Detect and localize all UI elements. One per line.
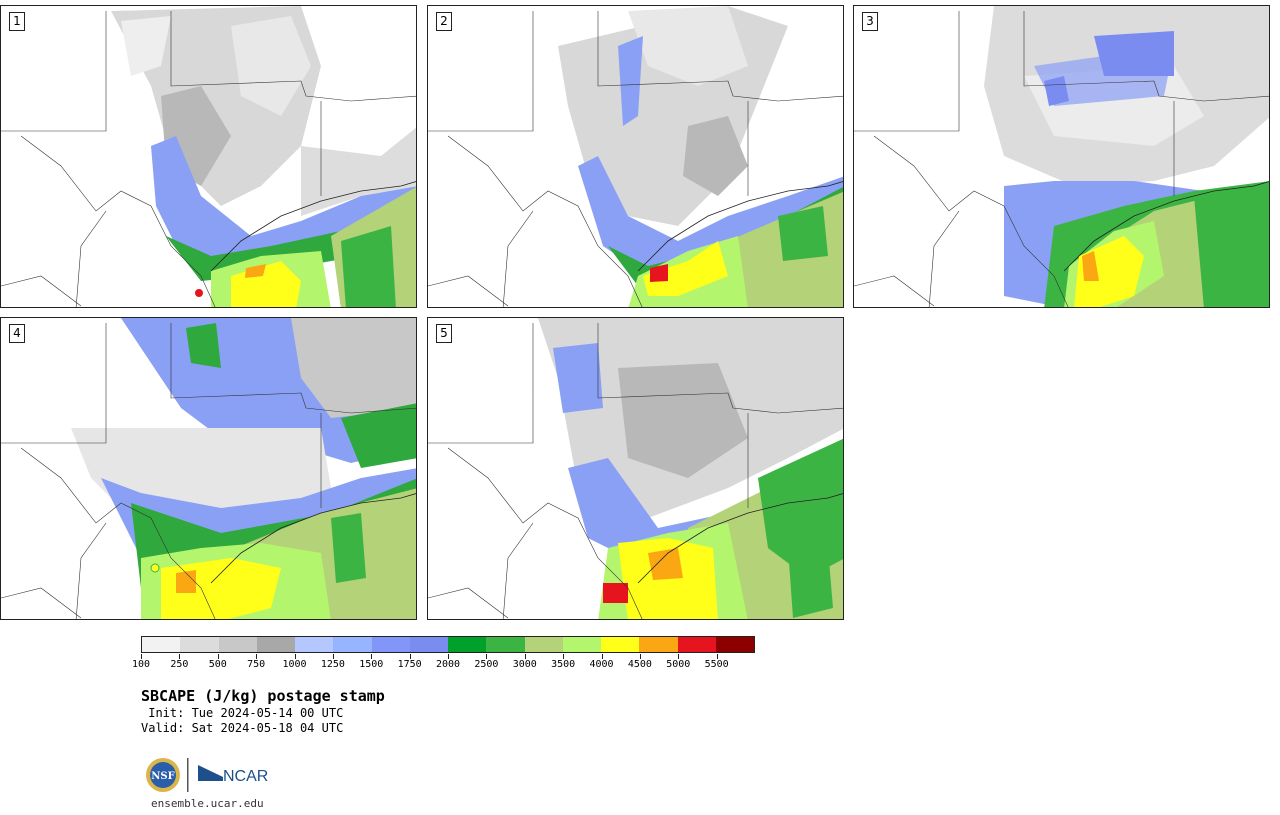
colorbar-tick-label: 5000 [666, 659, 691, 670]
colorbar-swatch [218, 637, 257, 652]
page-title: SBCAPE (J/kg) postage stamp [141, 687, 385, 705]
member-number: 4 [9, 324, 25, 343]
colorbar-tick-label: 5500 [704, 659, 729, 670]
stamp-panel-2[interactable]: 2 [427, 5, 844, 308]
colorbar-swatch [448, 637, 487, 652]
colorbar-swatch [715, 637, 754, 652]
colorbar-swatch [256, 637, 295, 652]
colorbar-swatch [639, 637, 678, 652]
colorbar-tick [486, 654, 488, 659]
colorbar-tick [141, 654, 142, 659]
colorbar-swatch [601, 637, 640, 652]
colorbar-tick-label: 2000 [435, 659, 461, 670]
stamp-panel-4[interactable]: 4 [0, 317, 417, 620]
member-number: 5 [436, 324, 452, 343]
colorbar-tick-label: 1750 [397, 659, 422, 670]
colorbar-swatch [677, 637, 716, 652]
colorbar-tick-label: 2500 [474, 659, 499, 670]
cape-map-member-5 [428, 318, 843, 619]
stamp-panel-5[interactable]: 5 [427, 317, 844, 620]
colorbar-tick [371, 654, 373, 659]
sponsor-logos: NSF NCAR [146, 758, 268, 792]
colorbar-tick-label: 750 [247, 659, 266, 670]
colorbar-tick [448, 654, 449, 659]
site-url[interactable]: ensemble.ucar.edu [151, 797, 264, 810]
colorbar-tick [563, 654, 565, 659]
member-number: 1 [9, 12, 25, 31]
colorbar-tick-label: 250 [170, 659, 189, 670]
colorbar-tick-label: 500 [208, 659, 227, 670]
colorbar-tick-label: 100 [131, 659, 151, 670]
colorbar-tick [716, 654, 718, 659]
colorbar-tick [409, 654, 411, 659]
colorbar-swatch [562, 637, 601, 652]
init-time: Init: Tue 2024-05-14 00 UTC [141, 706, 344, 720]
colorbar-swatch [371, 637, 410, 652]
colorbar-tick [179, 654, 181, 659]
member-number: 3 [862, 12, 878, 31]
cape-map-member-4 [1, 318, 416, 619]
valid-time: Valid: Sat 2024-05-18 04 UTC [141, 721, 344, 735]
colorbar-tick-label: 4500 [627, 659, 652, 670]
colorbar-tick [678, 654, 680, 659]
colorbar-tick [332, 654, 334, 659]
colorbar-tick-label: 1500 [359, 659, 384, 670]
colorbar-tick [601, 654, 603, 659]
colorbar-swatch [295, 637, 334, 652]
colorbar-tick [217, 654, 219, 659]
nsf-logo[interactable]: NSF [146, 758, 180, 792]
colorbar-swatch [333, 637, 372, 652]
colorbar-swatch [142, 637, 181, 652]
cape-colorbar [141, 636, 755, 653]
member-number: 2 [436, 12, 452, 31]
colorbar-swatch [486, 637, 525, 652]
nsf-logo-text: NSF [151, 771, 174, 782]
colorbar-swatch [409, 637, 448, 652]
ncar-logo[interactable]: NCAR [198, 765, 268, 785]
colorbar-tick-label: 4000 [589, 659, 614, 670]
stamp-panel-3[interactable]: 3 [853, 5, 1270, 308]
colorbar-tick-label: 1000 [282, 659, 307, 670]
cape-map-member-1 [1, 6, 416, 307]
colorbar-tick [639, 654, 641, 659]
colorbar-swatch [524, 637, 563, 652]
colorbar-tick [294, 654, 296, 659]
colorbar-swatch [180, 637, 219, 652]
colorbar-tick [524, 654, 526, 659]
stamp-panel-1[interactable]: 1 [0, 5, 417, 308]
cape-map-member-2 [428, 6, 843, 307]
colorbar-tick-label: 3000 [512, 659, 537, 670]
cape-map-member-3 [854, 6, 1269, 307]
colorbar-ticks: 100 250 500 750 1000 1250 1500 1750 2000 2500 3000… [132, 654, 755, 674]
colorbar-tick-label: 3500 [551, 659, 576, 670]
colorbar-tick-label: 1250 [320, 659, 345, 670]
colorbar-tick [256, 654, 258, 659]
ncar-logo-text: NCAR [223, 768, 268, 785]
